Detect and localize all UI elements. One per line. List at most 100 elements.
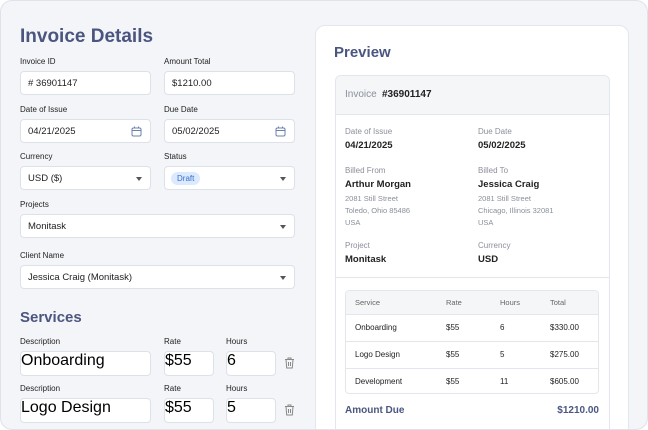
field-value: USD (478, 254, 499, 265)
select[interactable]: Monitask (20, 214, 295, 238)
address-line: 2081 Still Street (345, 194, 398, 203)
table-cell: Development (355, 377, 403, 386)
input-value: 05/02/2025 (172, 126, 220, 137)
row-divider (346, 368, 598, 369)
text-input[interactable]: Logo Design (20, 398, 151, 423)
label: Projects (20, 200, 49, 209)
label: Hours (226, 384, 248, 393)
date-input[interactable]: 05/02/2025 (164, 119, 295, 143)
label: Rate (164, 337, 181, 346)
text-input[interactable]: Onboarding (20, 351, 151, 376)
input-value: 5 (227, 399, 236, 416)
field-label: Date of Issue (345, 127, 393, 136)
text-input[interactable]: 5 (226, 398, 276, 423)
input-value: $55 (165, 399, 192, 416)
table-cell: $330.00 (550, 323, 579, 332)
label: Amount Total (164, 57, 211, 66)
delete-icon[interactable] (284, 357, 295, 369)
table-cell: 5 (500, 350, 505, 359)
chevron (280, 225, 286, 229)
column-header: Hours (500, 298, 521, 307)
text-input[interactable]: $1210.00 (164, 71, 295, 95)
invoice-label: Invoice (345, 89, 377, 100)
label: Date of Issue (20, 105, 68, 114)
delete-icon[interactable] (284, 404, 295, 416)
input-value: $55 (165, 352, 192, 369)
field-value: Monitask (345, 254, 387, 265)
address-line: Chicago, Illinois 32081 (478, 206, 554, 215)
column-header: Total (550, 298, 566, 307)
services-table: Service Rate Hours Total Onboarding $55 6 $330.… (345, 290, 599, 394)
table-cell: $55 (446, 323, 460, 332)
table-cell: 6 (500, 323, 505, 332)
input-value: Jessica Craig (Monitask) (28, 272, 132, 283)
label: Rate (164, 384, 181, 393)
input-value: 6 (227, 352, 236, 369)
chevron (280, 276, 286, 280)
row-divider (346, 341, 598, 342)
address-line: 2081 Still Street (478, 194, 531, 203)
column-header: Service (355, 298, 381, 307)
status-badge: Draft (171, 172, 201, 185)
table-cell: Logo Design (355, 350, 400, 359)
select[interactable]: Draft (164, 166, 295, 190)
input-value: # 36901147 (28, 78, 78, 89)
text-input[interactable]: 6 (226, 351, 276, 376)
section-title: Services (20, 309, 82, 326)
invoice-header (336, 76, 609, 115)
amount-due-value: $1210.00 (557, 405, 599, 416)
label: Hours (226, 337, 248, 346)
table-cell: $55 (446, 350, 460, 359)
chevron (136, 177, 142, 181)
divider (336, 277, 609, 278)
chevron (280, 177, 286, 181)
input-value: Monitask (28, 221, 67, 232)
input-value: 04/21/2025 (28, 126, 76, 137)
input-value: USD ($) (28, 173, 63, 184)
label: Invoice ID (20, 57, 56, 66)
table-cell: $605.00 (550, 377, 579, 386)
address-line: Toledo, Ohio 85486 (345, 206, 411, 215)
invoice-card (335, 75, 610, 429)
calendar-icon (131, 126, 142, 137)
text-input[interactable]: $55 (164, 351, 214, 376)
label: Client Name (20, 251, 65, 260)
input-value: Logo Design (21, 399, 111, 416)
row-divider (346, 314, 598, 315)
preview-title: Preview (334, 44, 391, 61)
column-header: Rate (446, 298, 462, 307)
table-cell: 11 (500, 377, 509, 386)
field-label: Project (345, 241, 370, 250)
field-value: Jessica Craig (478, 179, 540, 190)
label: Status (164, 152, 187, 161)
field-label: Billed From (345, 166, 386, 175)
field-value: 04/21/2025 (345, 140, 393, 151)
date-input[interactable]: 04/21/2025 (20, 119, 151, 143)
title: Invoice Details (20, 26, 154, 47)
select[interactable]: Jessica Craig (Monitask) (20, 265, 295, 289)
label: Currency (20, 152, 53, 161)
text-input[interactable]: # 36901147 (20, 71, 151, 95)
field-label: Currency (478, 241, 511, 250)
table-cell: $55 (446, 377, 460, 386)
input-value: Onboarding (21, 352, 105, 369)
address-line: USA (478, 218, 494, 227)
amount-due-label: Amount Due (345, 405, 405, 416)
field-label: Billed To (478, 166, 509, 175)
label: Description (20, 384, 61, 393)
address-line: USA (345, 218, 361, 227)
field-value: Arthur Morgan (345, 179, 411, 190)
field-label: Due Date (478, 127, 512, 136)
label: Due Date (164, 105, 198, 114)
label: Description (20, 337, 61, 346)
table-cell: Onboarding (355, 323, 397, 332)
invoice-number: #36901147 (382, 89, 432, 100)
select[interactable]: USD ($) (20, 166, 151, 190)
table-cell: $275.00 (550, 350, 579, 359)
input-value: $1210.00 (172, 78, 212, 89)
table-header (346, 291, 598, 314)
field-value: 05/02/2025 (478, 140, 526, 151)
text-input[interactable]: $55 (164, 398, 214, 423)
calendar-icon (275, 126, 286, 137)
